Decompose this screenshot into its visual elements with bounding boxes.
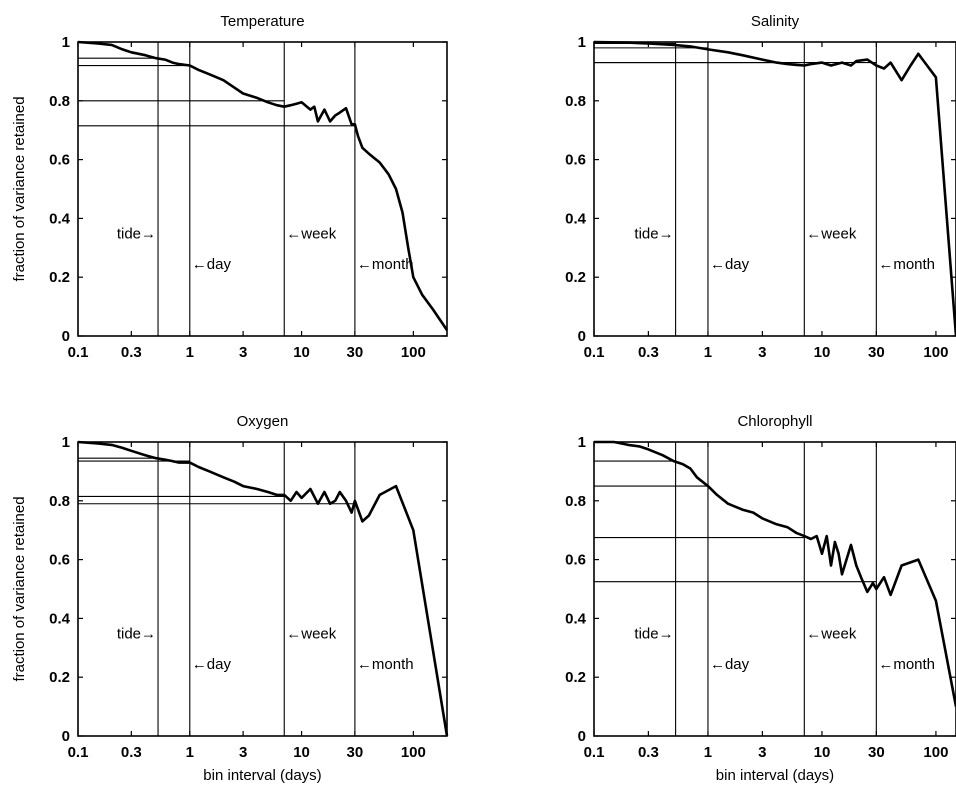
x-tick-label: 3 <box>239 744 247 761</box>
chart-title: Chlorophyll <box>737 413 812 430</box>
chart-title: Oxygen <box>237 413 289 430</box>
marker-label: ←month <box>878 256 935 273</box>
x-tick-label: 30 <box>868 344 885 361</box>
x-tick-label: 10 <box>814 744 831 761</box>
y-tick-label: 1 <box>578 34 586 51</box>
y-tick-label: 0.6 <box>565 152 586 169</box>
panel-salinity: Salinity tide→ ←day ←week ←month 0 0.2 0.4 0.6 0.… <box>565 13 956 361</box>
panel-oxygen: Oxygen fraction of variance retained bin i… <box>11 413 449 784</box>
marker-label: ←day <box>710 256 750 273</box>
y-tick-label: 0 <box>62 328 70 345</box>
y-tick-label: 1 <box>578 434 586 451</box>
x-tick-label: 10 <box>293 744 310 761</box>
x-tick-label: 30 <box>347 744 364 761</box>
marker-label: ←week <box>806 226 857 243</box>
panel-chlorophyll: Chlorophyll bin interval (days) tide→ ←day ←… <box>565 413 956 784</box>
x-tick-label: 30 <box>868 744 885 761</box>
chart-title: Temperature <box>220 13 304 30</box>
chart-title: Salinity <box>751 13 800 30</box>
marker-label: tide→ <box>634 226 673 243</box>
y-tick-label: 0.2 <box>565 269 586 286</box>
plot-frame <box>77 441 448 737</box>
y-tick-label: 0.4 <box>49 610 71 627</box>
marker-label: ←week <box>286 226 337 243</box>
x-tick-label: 0.1 <box>584 344 605 361</box>
y-tick-label: 1 <box>62 434 70 451</box>
marker-label: tide→ <box>117 626 156 643</box>
marker-label: tide→ <box>117 226 156 243</box>
marker-label: ←month <box>357 256 414 273</box>
plot-frame <box>593 441 956 737</box>
marker-label: tide→ <box>634 626 673 643</box>
y-tick-label: 0.6 <box>565 552 586 569</box>
x-axis-label: bin interval (days) <box>716 767 834 784</box>
x-tick-label: 1 <box>704 344 712 361</box>
x-tick-label: 1 <box>704 744 712 761</box>
x-tick-label: 0.1 <box>68 344 89 361</box>
y-axis-label: fraction of variance retained <box>11 96 28 281</box>
plot-frame <box>77 41 448 337</box>
panel-temperature: Temperature fraction of variance retained… <box>11 13 449 361</box>
x-tick-label: 0.3 <box>638 344 659 361</box>
y-tick-label: 0.8 <box>49 493 70 510</box>
x-tick-label: 1 <box>186 744 194 761</box>
x-tick-label: 100 <box>923 744 948 761</box>
y-axis-label: fraction of variance retained <box>11 496 28 681</box>
x-tick-label: 100 <box>401 344 426 361</box>
plot-frame <box>593 41 956 337</box>
x-tick-label: 10 <box>293 344 310 361</box>
x-tick-label: 0.3 <box>121 344 142 361</box>
x-tick-label: 0.3 <box>121 744 142 761</box>
data-series-line <box>594 440 956 707</box>
x-tick-label: 0.3 <box>638 744 659 761</box>
x-tick-label: 3 <box>239 344 247 361</box>
x-tick-label: 0.1 <box>584 744 605 761</box>
y-tick-label: 0.6 <box>49 152 70 169</box>
marker-label: ←month <box>357 656 414 673</box>
y-tick-label: 0.6 <box>49 552 70 569</box>
y-tick-label: 0.8 <box>565 493 586 510</box>
y-tick-label: 0.8 <box>49 93 70 110</box>
y-tick-label: 0.4 <box>565 610 587 627</box>
y-tick-label: 0 <box>578 328 586 345</box>
marker-label: ←week <box>806 626 857 643</box>
y-tick-label: 0.4 <box>49 210 71 227</box>
y-tick-label: 0 <box>578 728 586 745</box>
data-series-line <box>77 440 449 737</box>
x-tick-label: 0.1 <box>68 744 89 761</box>
y-tick-label: 0.2 <box>565 669 586 686</box>
y-tick-label: 0.2 <box>49 669 70 686</box>
marker-label: ←day <box>192 656 232 673</box>
x-tick-label: 10 <box>814 344 831 361</box>
data-series-line <box>77 40 449 331</box>
y-tick-label: 0.2 <box>49 269 70 286</box>
x-tick-label: 30 <box>347 344 364 361</box>
y-tick-label: 0 <box>62 728 70 745</box>
x-tick-label: 3 <box>758 744 766 761</box>
y-tick-label: 0.4 <box>565 210 587 227</box>
x-tick-label: 1 <box>186 344 194 361</box>
y-tick-label: 1 <box>62 34 70 51</box>
x-axis-label: bin interval (days) <box>203 767 321 784</box>
y-tick-label: 0.8 <box>565 93 586 110</box>
x-tick-label: 100 <box>401 744 426 761</box>
marker-label: ←week <box>286 626 337 643</box>
marker-label: ←month <box>878 656 935 673</box>
x-tick-label: 100 <box>923 344 948 361</box>
data-series-line <box>593 40 956 337</box>
marker-label: ←day <box>192 256 232 273</box>
marker-label: ←day <box>710 656 750 673</box>
x-tick-label: 3 <box>758 344 766 361</box>
